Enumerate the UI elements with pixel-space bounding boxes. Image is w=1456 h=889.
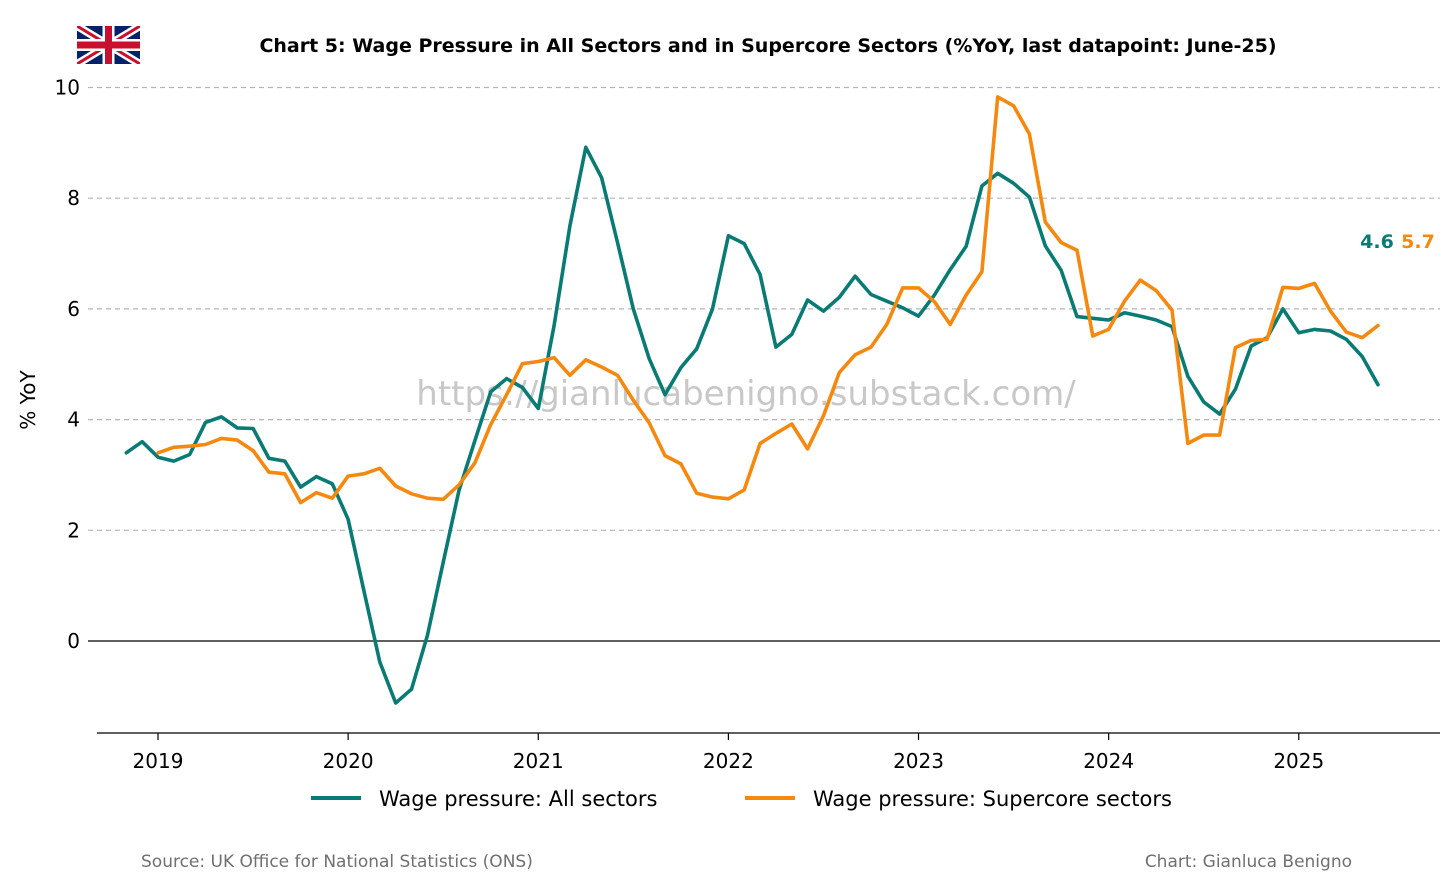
series-lines [124, 95, 1380, 705]
gridlines [88, 86, 1440, 531]
legend-label-supercore-sectors: Wage pressure: Supercore sectors [813, 787, 1172, 811]
series-line-all-sectors [124, 145, 1380, 705]
x-tick-label: 2023 [893, 749, 944, 773]
chart-title: Chart 5: Wage Pressure in All Sectors an… [259, 35, 1276, 57]
y-tick-label: 2 [67, 518, 80, 542]
x-tick-label: 2024 [1083, 749, 1134, 773]
x-tick-label: 2021 [513, 749, 564, 773]
uk-flag-icon [77, 26, 140, 64]
y-tick-label: 6 [67, 297, 80, 321]
y-axis: 0 2 4 6 8 10 [55, 76, 80, 654]
end-label-supercore-sectors: 5.7 [1401, 231, 1435, 253]
x-tick-label: 2019 [133, 749, 184, 773]
y-tick-label: 8 [67, 186, 80, 210]
end-label-all-sectors: 4.6 [1360, 231, 1394, 253]
y-axis-label: % YoY [16, 370, 40, 430]
y-tick-label: 4 [67, 408, 80, 432]
legend: Wage pressure: All sectors Wage pressure… [311, 787, 1172, 811]
y-tick-label: 0 [67, 629, 80, 653]
x-tick-label: 2020 [323, 749, 374, 773]
source-note: Source: UK Office for National Statistic… [141, 852, 533, 872]
chart-credit: Chart: Gianluca Benigno [1145, 852, 1352, 872]
x-axis: 2019 2020 2021 2022 2023 2024 2025 [133, 733, 1324, 773]
x-tick-label: 2025 [1273, 749, 1324, 773]
y-tick-label: 10 [55, 76, 80, 100]
x-tick-label: 2022 [703, 749, 754, 773]
legend-label-all-sectors: Wage pressure: All sectors [379, 787, 657, 811]
series-line-supercore-sectors [156, 95, 1380, 505]
